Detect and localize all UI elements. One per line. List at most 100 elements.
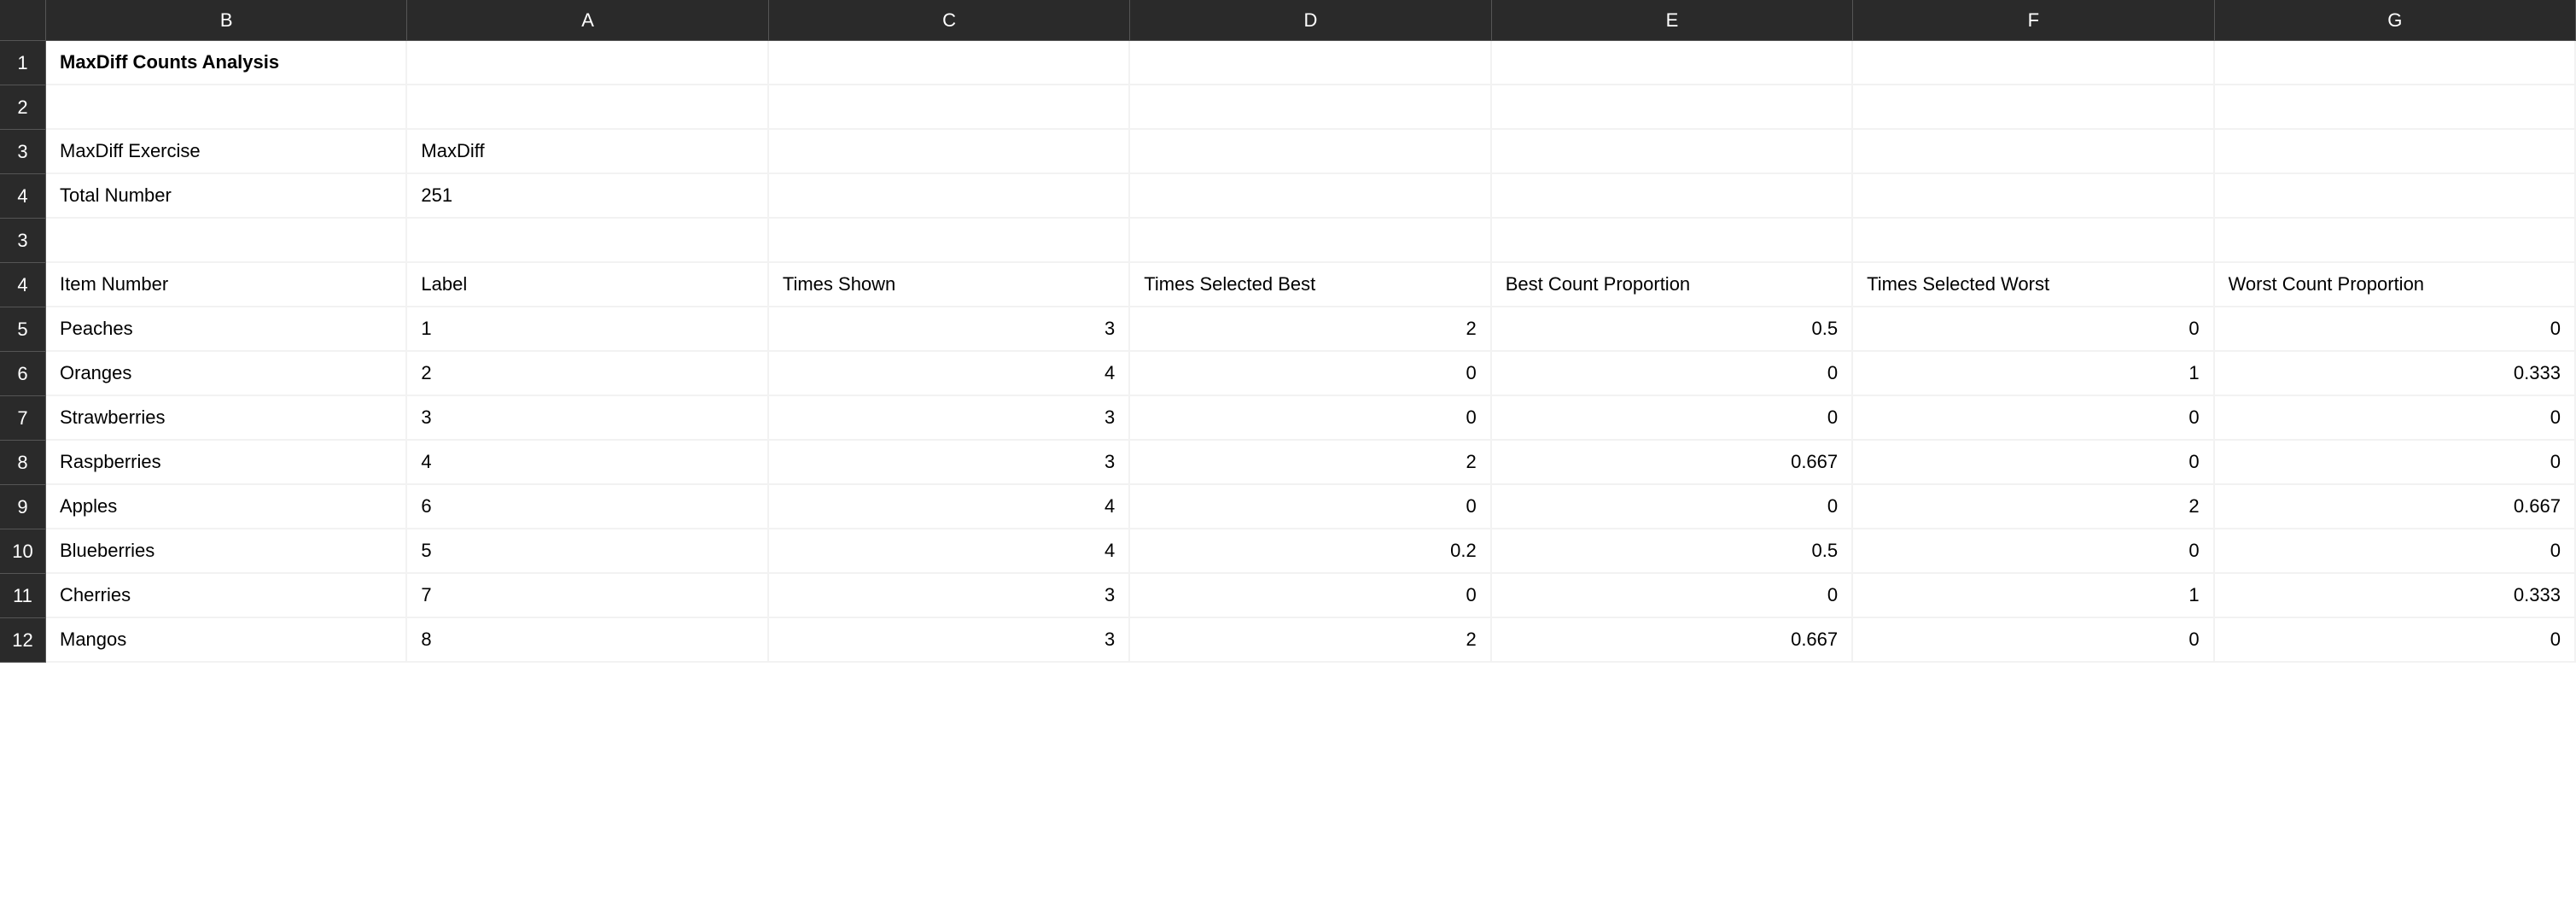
cell[interactable] xyxy=(2215,130,2576,174)
cell[interactable]: Worst Count Proportion xyxy=(2215,263,2576,307)
cell[interactable]: 2 xyxy=(1130,618,1491,663)
row-header[interactable]: 7 xyxy=(0,396,46,441)
column-header[interactable]: F xyxy=(1853,0,2214,41)
cell[interactable]: MaxDiff xyxy=(407,130,768,174)
cell[interactable]: 3 xyxy=(769,618,1130,663)
row-header[interactable]: 2 xyxy=(0,85,46,130)
cell[interactable] xyxy=(769,130,1130,174)
cell[interactable]: 0 xyxy=(1130,485,1491,529)
cell[interactable]: 0 xyxy=(1853,307,2214,352)
row-header[interactable]: 1 xyxy=(0,41,46,85)
cell[interactable]: Peaches xyxy=(46,307,407,352)
cell[interactable]: 0 xyxy=(1492,485,1853,529)
cell[interactable] xyxy=(769,41,1130,85)
row-header[interactable]: 12 xyxy=(0,618,46,663)
cell[interactable]: Item Number xyxy=(46,263,407,307)
cell[interactable]: 0.5 xyxy=(1492,307,1853,352)
cell[interactable] xyxy=(1130,130,1491,174)
cell[interactable]: 0 xyxy=(1853,441,2214,485)
cell[interactable]: 0 xyxy=(1853,529,2214,574)
cell[interactable]: 0.5 xyxy=(1492,529,1853,574)
cell[interactable] xyxy=(1492,41,1853,85)
cell[interactable]: 0 xyxy=(1130,396,1491,441)
cell[interactable]: Total Number xyxy=(46,174,407,219)
cell[interactable]: MaxDiff Counts Analysis xyxy=(46,41,407,85)
cell[interactable]: 0 xyxy=(2215,396,2576,441)
cell[interactable] xyxy=(2215,174,2576,219)
cell[interactable]: 0 xyxy=(2215,618,2576,663)
cell[interactable] xyxy=(1492,174,1853,219)
column-header[interactable]: E xyxy=(1492,0,1853,41)
cell[interactable]: 1 xyxy=(407,307,768,352)
cell[interactable]: 0 xyxy=(1492,396,1853,441)
row-header[interactable]: 5 xyxy=(0,307,46,352)
cell[interactable]: 0 xyxy=(1853,618,2214,663)
cell[interactable]: 3 xyxy=(769,441,1130,485)
row-header[interactable]: 6 xyxy=(0,352,46,396)
cell[interactable] xyxy=(1853,130,2214,174)
cell[interactable]: 0.2 xyxy=(1130,529,1491,574)
cell[interactable]: Raspberries xyxy=(46,441,407,485)
cell[interactable]: Strawberries xyxy=(46,396,407,441)
cell[interactable] xyxy=(1853,85,2214,130)
cell[interactable]: Mangos xyxy=(46,618,407,663)
cell[interactable] xyxy=(407,41,768,85)
row-header[interactable]: 3 xyxy=(0,219,46,263)
cell[interactable]: 0 xyxy=(2215,307,2576,352)
column-header[interactable]: G xyxy=(2215,0,2576,41)
cell[interactable] xyxy=(1130,85,1491,130)
row-header[interactable]: 9 xyxy=(0,485,46,529)
row-header[interactable]: 11 xyxy=(0,574,46,618)
column-header[interactable]: C xyxy=(769,0,1130,41)
cell[interactable] xyxy=(1853,174,2214,219)
cell[interactable]: Oranges xyxy=(46,352,407,396)
cell[interactable]: 0.667 xyxy=(1492,441,1853,485)
cell[interactable] xyxy=(1130,174,1491,219)
cell[interactable]: Best Count Proportion xyxy=(1492,263,1853,307)
row-header[interactable]: 10 xyxy=(0,529,46,574)
cell[interactable]: 0.667 xyxy=(1492,618,1853,663)
column-header[interactable]: B xyxy=(46,0,407,41)
cell[interactable]: 0 xyxy=(1492,574,1853,618)
cell[interactable]: Times Selected Worst xyxy=(1853,263,2214,307)
cell[interactable]: 4 xyxy=(769,485,1130,529)
cell[interactable]: 2 xyxy=(1130,441,1491,485)
cell[interactable]: 1 xyxy=(1853,574,2214,618)
cell[interactable] xyxy=(1492,130,1853,174)
cell[interactable]: 7 xyxy=(407,574,768,618)
cell[interactable] xyxy=(46,219,407,263)
column-header[interactable]: A xyxy=(407,0,768,41)
cell[interactable] xyxy=(407,219,768,263)
spreadsheet-grid[interactable]: BACDEFG1MaxDiff Counts Analysis23MaxDiff… xyxy=(0,0,2576,663)
cell[interactable]: 0 xyxy=(2215,441,2576,485)
cell[interactable]: 4 xyxy=(769,352,1130,396)
cell[interactable]: 0 xyxy=(2215,529,2576,574)
row-header[interactable]: 8 xyxy=(0,441,46,485)
cell[interactable] xyxy=(1853,41,2214,85)
cell[interactable] xyxy=(769,174,1130,219)
cell[interactable]: 0.333 xyxy=(2215,574,2576,618)
cell[interactable] xyxy=(407,85,768,130)
cell[interactable]: 2 xyxy=(1130,307,1491,352)
cell[interactable]: 6 xyxy=(407,485,768,529)
cell[interactable]: 5 xyxy=(407,529,768,574)
cell[interactable] xyxy=(1492,85,1853,130)
cell[interactable]: Times Selected Best xyxy=(1130,263,1491,307)
cell[interactable] xyxy=(46,85,407,130)
cell[interactable]: 3 xyxy=(769,396,1130,441)
cell[interactable] xyxy=(2215,219,2576,263)
cell[interactable] xyxy=(769,219,1130,263)
row-header[interactable]: 3 xyxy=(0,130,46,174)
cell[interactable]: 0 xyxy=(1853,396,2214,441)
cell[interactable]: Blueberries xyxy=(46,529,407,574)
cell[interactable]: 8 xyxy=(407,618,768,663)
cell[interactable]: MaxDiff Exercise xyxy=(46,130,407,174)
cell[interactable]: 3 xyxy=(769,574,1130,618)
cell[interactable]: Times Shown xyxy=(769,263,1130,307)
column-header[interactable]: D xyxy=(1130,0,1491,41)
cell[interactable]: 4 xyxy=(407,441,768,485)
cell[interactable] xyxy=(1130,219,1491,263)
cell[interactable]: Label xyxy=(407,263,768,307)
cell[interactable]: 0 xyxy=(1130,352,1491,396)
cell[interactable] xyxy=(1130,41,1491,85)
